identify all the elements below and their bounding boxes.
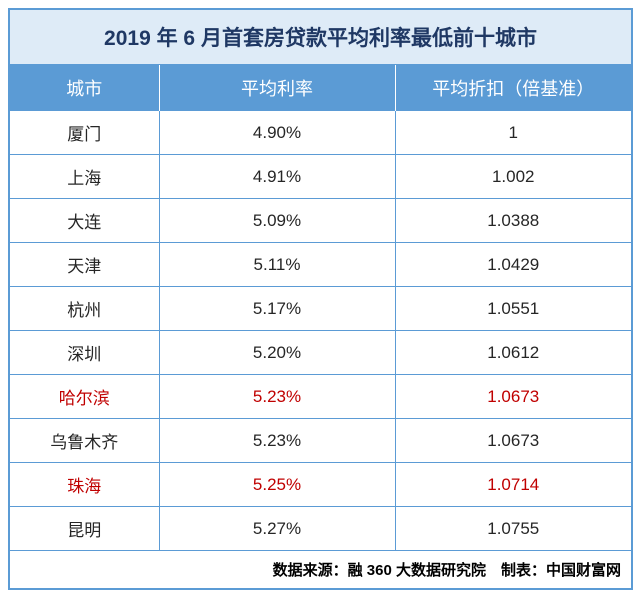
- cell-rate: 5.23%: [159, 375, 395, 419]
- cell-discount: 1.0673: [395, 419, 631, 463]
- table-title: 2019 年 6 月首套房贷款平均利率最低前十城市: [10, 10, 631, 65]
- cell-discount: 1.0551: [395, 287, 631, 331]
- cell-city: 杭州: [10, 287, 159, 331]
- cell-rate: 5.23%: [159, 419, 395, 463]
- table-row: 昆明5.27%1.0755: [10, 507, 631, 551]
- table-row: 哈尔滨5.23%1.0673: [10, 375, 631, 419]
- table-row: 杭州5.17%1.0551: [10, 287, 631, 331]
- cell-city: 乌鲁木齐: [10, 419, 159, 463]
- table-row: 深圳5.20%1.0612: [10, 331, 631, 375]
- table-row: 上海4.91%1.002: [10, 155, 631, 199]
- cell-rate: 5.27%: [159, 507, 395, 551]
- mortgage-rate-table: 2019 年 6 月首套房贷款平均利率最低前十城市 城市 平均利率 平均折扣（倍…: [8, 8, 633, 590]
- cell-rate: 4.91%: [159, 155, 395, 199]
- table-row: 厦门4.90%1: [10, 111, 631, 155]
- header-row: 城市 平均利率 平均折扣（倍基准）: [10, 65, 631, 112]
- title-row: 2019 年 6 月首套房贷款平均利率最低前十城市: [10, 10, 631, 65]
- cell-city: 天津: [10, 243, 159, 287]
- cell-discount: 1: [395, 111, 631, 155]
- cell-city: 大连: [10, 199, 159, 243]
- cell-discount: 1.002: [395, 155, 631, 199]
- cell-city: 哈尔滨: [10, 375, 159, 419]
- cell-rate: 5.17%: [159, 287, 395, 331]
- table-row: 乌鲁木齐5.23%1.0673: [10, 419, 631, 463]
- cell-discount: 1.0429: [395, 243, 631, 287]
- cell-rate: 5.25%: [159, 463, 395, 507]
- cell-discount: 1.0755: [395, 507, 631, 551]
- table-row: 大连5.09%1.0388: [10, 199, 631, 243]
- cell-discount: 1.0612: [395, 331, 631, 375]
- cell-rate: 5.11%: [159, 243, 395, 287]
- col-header-discount: 平均折扣（倍基准）: [395, 65, 631, 112]
- cell-city: 珠海: [10, 463, 159, 507]
- footer-row: 数据来源：融 360 大数据研究院 制表：中国财富网: [10, 551, 631, 589]
- data-table: 2019 年 6 月首套房贷款平均利率最低前十城市 城市 平均利率 平均折扣（倍…: [10, 10, 631, 588]
- table-row: 珠海5.25%1.0714: [10, 463, 631, 507]
- col-header-rate: 平均利率: [159, 65, 395, 112]
- cell-city: 厦门: [10, 111, 159, 155]
- cell-discount: 1.0673: [395, 375, 631, 419]
- cell-city: 上海: [10, 155, 159, 199]
- cell-city: 昆明: [10, 507, 159, 551]
- table-row: 天津5.11%1.0429: [10, 243, 631, 287]
- cell-rate: 5.20%: [159, 331, 395, 375]
- cell-rate: 4.90%: [159, 111, 395, 155]
- col-header-city: 城市: [10, 65, 159, 112]
- cell-discount: 1.0388: [395, 199, 631, 243]
- cell-discount: 1.0714: [395, 463, 631, 507]
- table-footer: 数据来源：融 360 大数据研究院 制表：中国财富网: [10, 551, 631, 589]
- cell-rate: 5.09%: [159, 199, 395, 243]
- cell-city: 深圳: [10, 331, 159, 375]
